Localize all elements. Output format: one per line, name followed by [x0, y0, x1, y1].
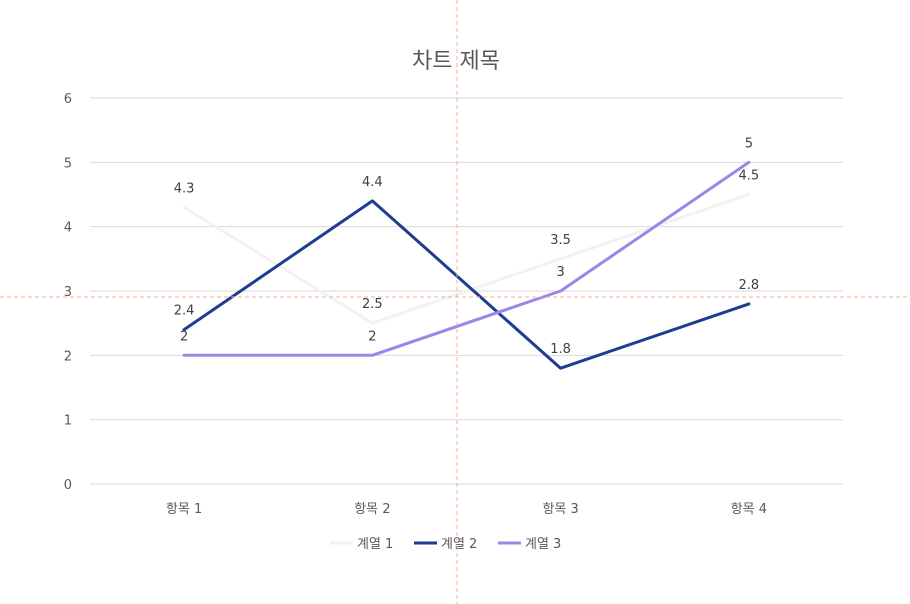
data-label: 2.8: [739, 278, 760, 293]
data-label: 2.4: [174, 304, 195, 319]
x-tick-label: 항목 4: [731, 502, 767, 517]
series-line: [182, 193, 751, 325]
legend-label: 계열 1: [357, 537, 393, 552]
legend-label: 계열 2: [441, 537, 477, 552]
data-labels: 4.3 2.5 3.5 4.5 2.4 4.4 1.8 2.8 2 2 3 5: [174, 136, 759, 357]
series-lines: [182, 160, 751, 370]
y-tick-label: 2: [64, 349, 72, 364]
data-label: 2: [368, 329, 376, 344]
data-label: 4.5: [739, 169, 760, 184]
x-tick-label: 항목 1: [166, 502, 202, 517]
y-axis-ticks: 0 1 2 3 4 5 6: [64, 92, 72, 493]
data-label: 4.3: [174, 181, 195, 196]
y-tick-label: 0: [64, 478, 72, 493]
y-tick-label: 5: [64, 156, 72, 171]
x-tick-label: 항목 2: [354, 502, 390, 517]
data-label: 5: [745, 136, 753, 151]
data-label: 4.4: [362, 175, 383, 190]
chart-title: 차트 제목: [412, 49, 500, 74]
series-line: [182, 199, 751, 370]
y-tick-label: 3: [64, 285, 72, 300]
x-tick-label: 항목 3: [542, 502, 578, 517]
data-label: 3.5: [550, 233, 571, 248]
data-label: 2: [180, 329, 188, 344]
legend-label: 계열 3: [525, 537, 561, 552]
y-tick-label: 4: [64, 221, 72, 236]
series-line: [182, 160, 751, 357]
data-label: 2.5: [362, 297, 383, 312]
data-label: 1.8: [550, 342, 571, 357]
y-tick-label: 1: [64, 414, 72, 429]
y-tick-label: 6: [64, 92, 72, 107]
legend: 계열 1 계열 2 계열 3: [330, 537, 561, 552]
data-label: 3: [556, 265, 564, 280]
x-axis-ticks: 항목 1 항목 2 항목 3 항목 4: [166, 502, 767, 517]
